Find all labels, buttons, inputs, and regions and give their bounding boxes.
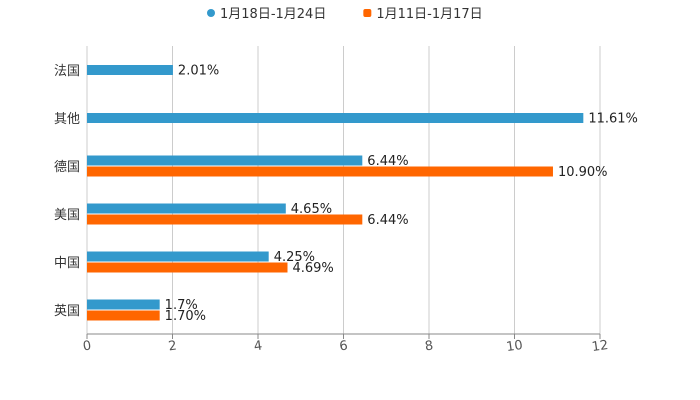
data-label: 6.44%: [367, 154, 408, 169]
category-label: 美国: [54, 208, 80, 223]
x-tick-label: 4: [253, 338, 263, 354]
bars: [87, 65, 584, 321]
data-label: 6.44%: [367, 213, 408, 228]
bar: [87, 65, 173, 75]
legend-marker: [207, 9, 215, 17]
category-label: 法国: [54, 64, 80, 79]
bar: [87, 299, 160, 310]
bar: [87, 113, 584, 123]
category-label: 德国: [54, 160, 80, 175]
x-tick-label: 12: [591, 338, 609, 355]
bar: [87, 310, 160, 321]
data-label: 1.70%: [165, 309, 206, 324]
category-label: 其他: [54, 112, 80, 127]
category-label: 中国: [54, 256, 80, 271]
bar: [87, 251, 269, 262]
legend-label: 1月18日-1月24日: [220, 7, 326, 22]
legend-marker: [363, 9, 372, 17]
data-label: 4.69%: [292, 261, 333, 276]
data-label: 11.61%: [588, 112, 638, 127]
x-axis: 0 2 4 6 8 10 12: [82, 333, 609, 355]
bar: [87, 214, 363, 225]
grid-lines: [86, 46, 601, 334]
data-labels: 2.01% 11.61% 6.44% 10.90% 4.65% 6.44% 4.25%4.6…: [165, 64, 638, 325]
x-tick-label: 8: [424, 338, 434, 354]
x-tick-label: 2: [167, 338, 177, 354]
data-label: 2.01%: [178, 64, 219, 79]
x-tick-label: 0: [82, 338, 92, 354]
data-label: 4.65%: [291, 202, 332, 217]
x-tick-label: 6: [338, 338, 348, 354]
data-label: 10.90%: [558, 165, 608, 180]
data-label: 4.25%: [274, 250, 315, 265]
bar: [87, 262, 288, 273]
category-label: 英国: [54, 304, 80, 319]
legend: 1月18日-1月24日 1月11日-1月17日: [207, 7, 483, 22]
x-tick-label: 10: [505, 338, 523, 355]
bar: [87, 166, 553, 177]
data-label: 1.7%: [165, 298, 198, 313]
bar: [87, 203, 286, 214]
bar: [87, 155, 363, 166]
legend-label: 1月11日-1月17日: [376, 7, 482, 22]
